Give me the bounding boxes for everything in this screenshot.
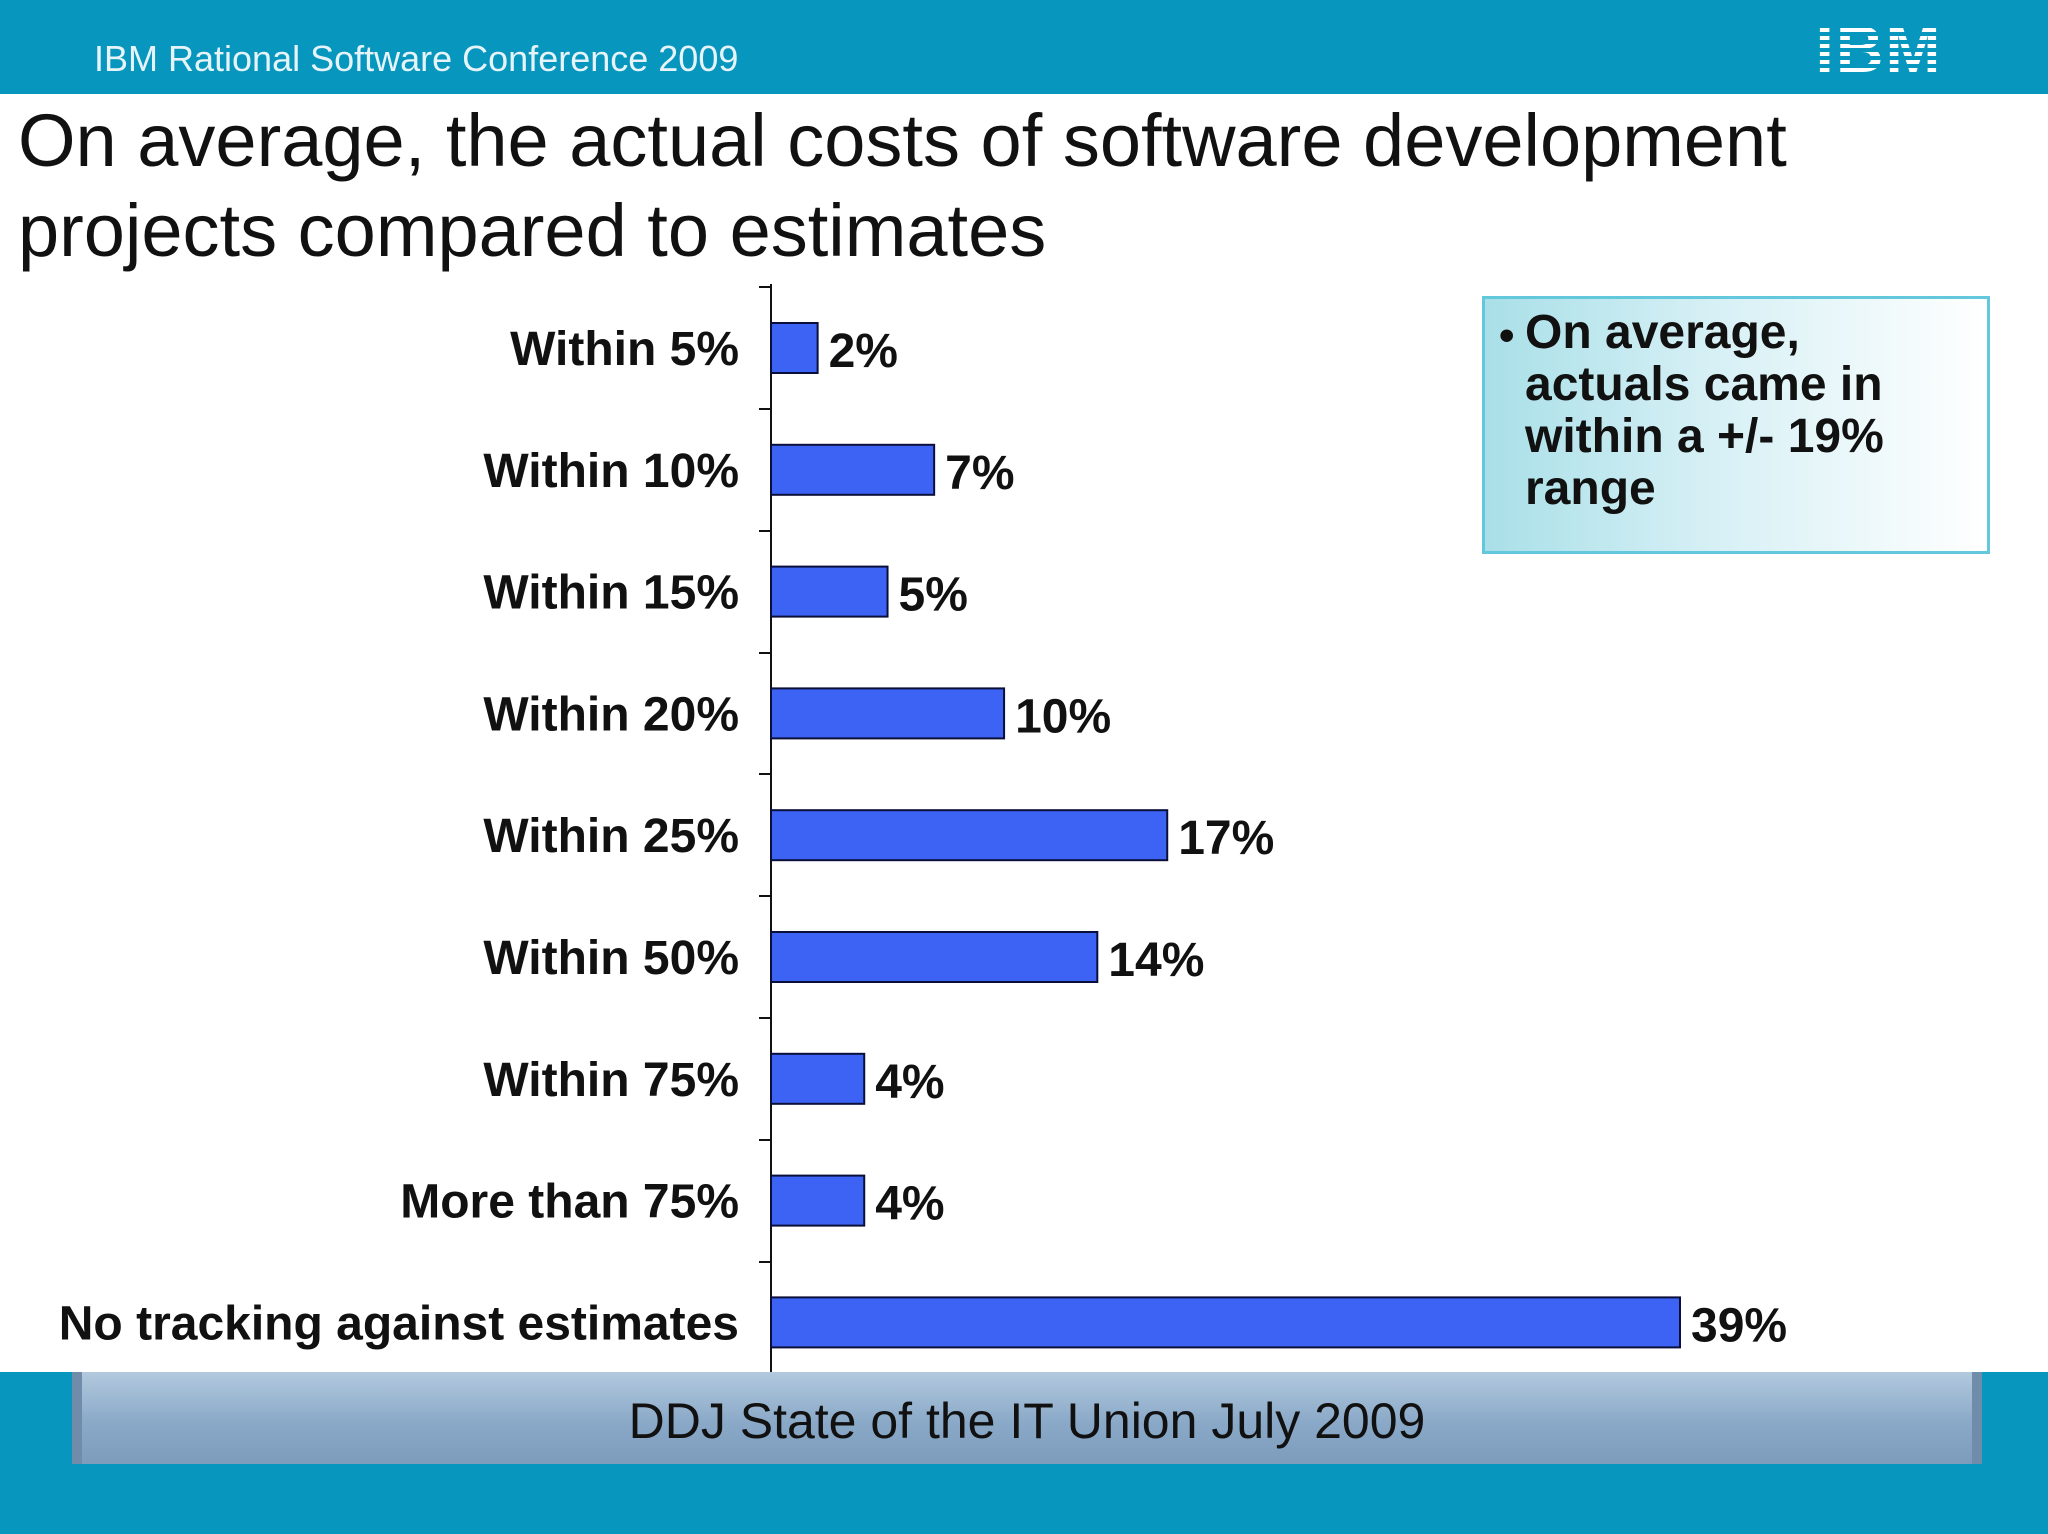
category-label: No tracking against estimates: [59, 1297, 739, 1350]
category-label: Within 10%: [483, 445, 739, 498]
slide-title-line-2: projects compared to estimates: [18, 189, 1047, 272]
bar: [770, 565, 889, 618]
bar: [770, 1052, 866, 1105]
slide-title: On average, the actual costs of software…: [18, 96, 1918, 276]
source-text: DDJ State of the IT Union July 2009: [628, 1393, 1426, 1449]
value-label: 5%: [899, 569, 968, 622]
value-label: 4%: [875, 1178, 944, 1231]
value-label: 2%: [829, 325, 898, 378]
bar: [770, 687, 1006, 740]
category-label: Within 15%: [483, 567, 739, 620]
category-label: Within 50%: [483, 932, 739, 985]
category-label: Within 20%: [483, 688, 739, 741]
category-label: Within 5%: [510, 323, 739, 376]
bar: [770, 809, 1169, 862]
bar: [770, 1174, 866, 1227]
note-text: On average, actuals came in within a +/-…: [1525, 306, 1884, 515]
bullet-icon: •: [1499, 311, 1515, 360]
value-label: 39%: [1691, 1299, 1787, 1352]
value-label: 14%: [1108, 934, 1204, 987]
category-label: Within 75%: [483, 1054, 739, 1107]
category-label: More than 75%: [400, 1176, 739, 1229]
bar: [770, 931, 1099, 983]
conference-title: IBM Rational Software Conference 2009: [94, 38, 739, 79]
header-bar: IBM Rational Software Conference 2009 IB…: [0, 0, 2048, 94]
value-label: 7%: [945, 447, 1014, 500]
value-label: 10%: [1015, 690, 1111, 743]
category-label: Within 25%: [483, 810, 739, 863]
bar: [770, 322, 819, 374]
ibm-logo: IBM: [1800, 16, 1958, 80]
note-box: • On average, actuals came in within a +…: [1482, 296, 1990, 554]
value-label: 17%: [1178, 812, 1274, 865]
source-banner: DDJ State of the IT Union July 2009: [72, 1372, 1982, 1464]
slide-title-line-1: On average, the actual costs of software…: [18, 99, 1787, 182]
bar: [770, 1296, 1681, 1349]
value-label: 4%: [875, 1056, 944, 1109]
bar: [770, 443, 936, 496]
